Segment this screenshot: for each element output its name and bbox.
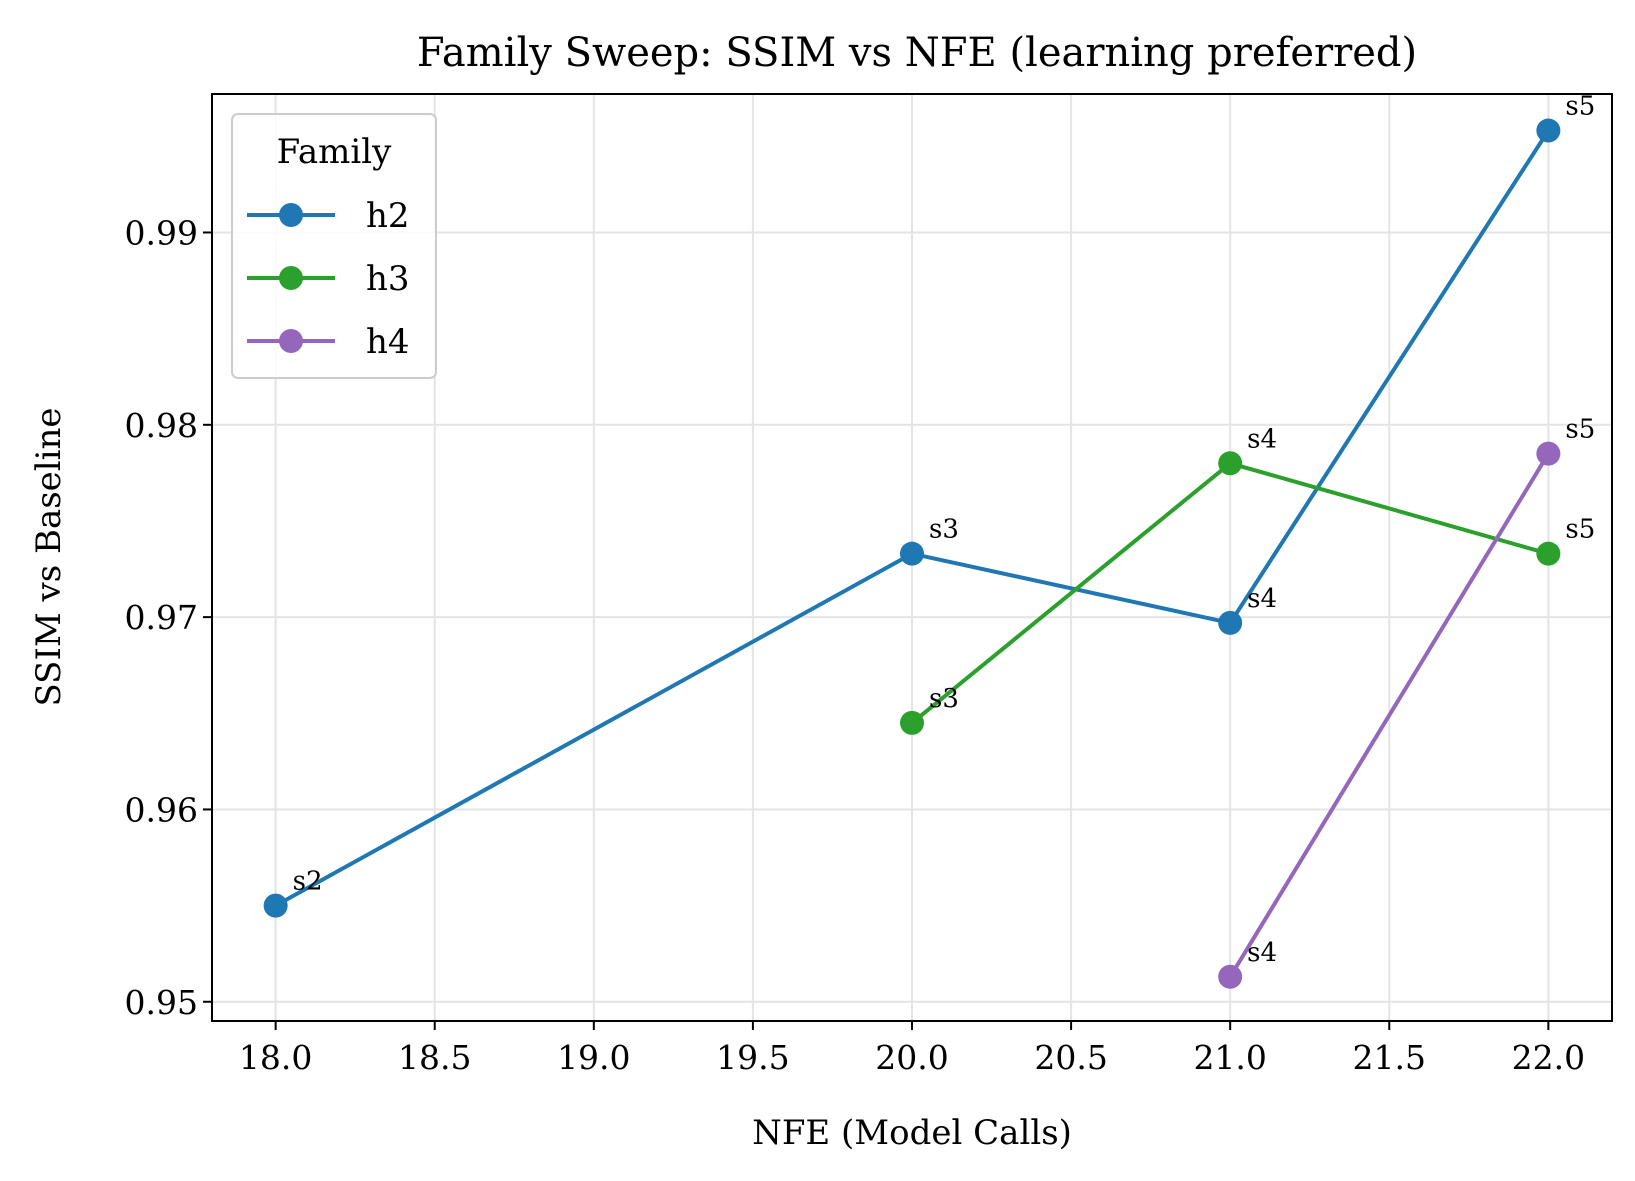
x-tick-label: 20.5	[1034, 1038, 1107, 1077]
series-line-h2	[274, 129, 1551, 908]
point-label: s5	[1565, 415, 1595, 445]
legend-label: h2	[366, 196, 410, 236]
point-label: s3	[929, 515, 959, 545]
y-tick-label: 0.99	[125, 213, 198, 252]
legend-entry-h3: h3	[247, 259, 410, 299]
legend-box	[231, 113, 437, 379]
y-tick-label: 0.98	[125, 406, 198, 445]
y-axis-ticks: 0.95 0.96 0.97 0.98 0.99	[125, 213, 212, 1022]
y-axis-label: SSIM vs Baseline	[29, 407, 69, 706]
legend-title: Family	[277, 132, 393, 172]
legend-entry-h2: h2	[247, 196, 410, 236]
data-point-h2	[263, 893, 288, 918]
data-point-h2	[900, 541, 924, 566]
y-tick-label: 0.97	[125, 598, 198, 637]
legend-marker	[279, 329, 303, 353]
series-h2	[263, 118, 1561, 918]
x-tick-label: 20.0	[875, 1038, 948, 1077]
y-tick-label: 0.96	[125, 790, 198, 829]
x-axis-label: NFE (Model Calls)	[752, 1113, 1072, 1153]
series-h4	[1218, 441, 1561, 989]
grid-lines	[212, 94, 1612, 1021]
legend-entries: h2 h3 h4	[247, 196, 410, 362]
point-label: s4	[1247, 424, 1277, 454]
x-tick-label: 19.0	[557, 1038, 630, 1077]
x-tick-label: 18.0	[239, 1038, 312, 1077]
data-point-h4	[1218, 964, 1243, 989]
x-tick-label: 21.0	[1193, 1038, 1266, 1077]
x-axis-ticks: 18.0 18.5 19.0 19.5 20.0 20.5 21.0 21.5 22.0	[239, 1021, 1585, 1077]
chart-title: Family Sweep: SSIM vs NFE (learning pref…	[417, 30, 1417, 76]
x-tick-label: 18.5	[398, 1038, 471, 1077]
data-point-h2	[1218, 610, 1243, 635]
data-point-h3	[1536, 541, 1561, 566]
point-label: s2	[293, 867, 323, 897]
data-point-h2	[1536, 118, 1561, 143]
y-tick-label: 0.95	[125, 983, 198, 1022]
x-tick-label: 21.5	[1353, 1038, 1426, 1077]
point-label: s5	[1565, 515, 1595, 545]
series-h3	[900, 451, 1561, 735]
point-label: s4	[1247, 584, 1277, 614]
x-tick-label: 22.0	[1512, 1038, 1585, 1077]
point-label: s4	[1247, 938, 1277, 968]
data-point-h4	[1536, 441, 1561, 466]
legend: Family h2 h3 h4	[231, 113, 437, 379]
point-label: s3	[929, 684, 959, 714]
x-tick-label: 19.5	[716, 1038, 789, 1077]
series-layer	[263, 118, 1561, 989]
data-point-h3	[1218, 451, 1243, 476]
legend-label: h3	[366, 259, 410, 299]
legend-marker	[279, 266, 303, 290]
data-point-h3	[900, 710, 924, 735]
legend-label: h4	[366, 322, 410, 362]
legend-marker	[279, 203, 303, 227]
point-label: s5	[1565, 92, 1595, 122]
series-line-h4	[1228, 452, 1551, 978]
point-labels: s2 s3 s4 s5 s3 s4 s5 s4 s5	[293, 92, 1596, 968]
legend-entry-h4: h4	[247, 322, 410, 362]
